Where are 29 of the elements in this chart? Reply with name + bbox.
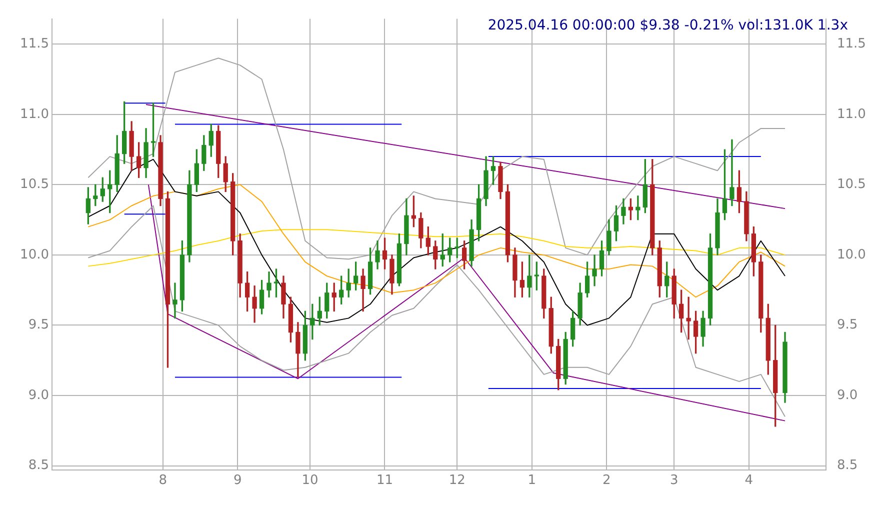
y-tick-label: 9.5 — [28, 318, 49, 333]
candlestick — [172, 282, 178, 319]
y-tick-label: 10.0 — [20, 247, 49, 262]
y2-tick-label: 11.5 — [837, 36, 866, 52]
x-tick-label: 3 — [670, 473, 678, 488]
candlestick — [592, 254, 597, 286]
candlestick — [636, 196, 640, 220]
y-tick-label: 11.0 — [20, 106, 49, 122]
chart-title: 2025.04.16 00:00:00 $9.38 -0.21% vol:131.0K 1.3x — [488, 18, 848, 34]
x-tick-label: 12 — [448, 473, 466, 488]
y2-tick-label: 10.5 — [837, 177, 866, 192]
x-tick-label: 11 — [376, 473, 394, 488]
y-tick-label: 8.5 — [28, 458, 49, 474]
x-tick-label: 8 — [158, 473, 168, 488]
y2-tick-label: 11.0 — [837, 106, 866, 122]
y-tick-label: 11.5 — [20, 36, 49, 52]
y2-tick-label: 8.5 — [837, 458, 858, 474]
y2-tick-label: 10.0 — [837, 247, 866, 262]
y-tick-label: 9.0 — [28, 388, 49, 403]
x-tick-label: 4 — [744, 473, 753, 488]
y2-tick-label: 9.0 — [837, 388, 858, 403]
x-tick-label: 10 — [302, 473, 318, 488]
x-tick-label: 2 — [602, 473, 611, 488]
candlestick — [730, 139, 734, 206]
x-tick-label: 9 — [234, 473, 242, 488]
y-tick-label: 10.5 — [20, 177, 49, 192]
y2-tick-label: 9.5 — [837, 318, 858, 333]
candlestick — [686, 296, 691, 340]
x-tick-label: 1 — [528, 473, 536, 488]
